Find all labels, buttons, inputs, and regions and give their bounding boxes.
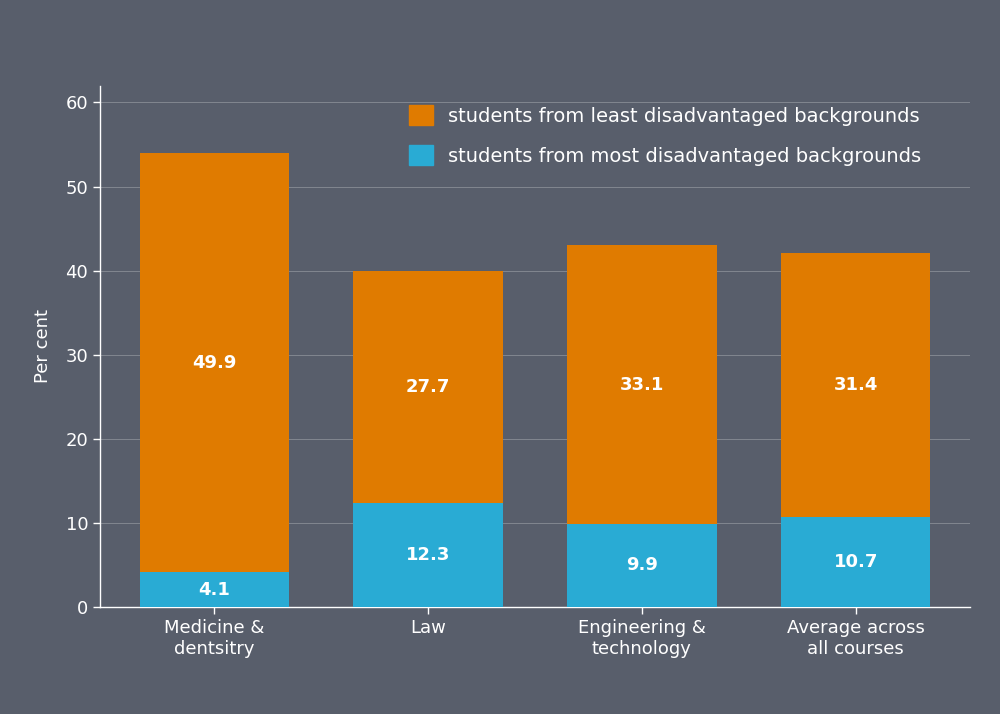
Bar [353,503,503,607]
Bar [353,271,503,503]
Bar [567,523,717,607]
Text: 12.3: 12.3 [406,546,450,564]
Text: 27.7: 27.7 [406,378,450,396]
Y-axis label: Per cent: Per cent [34,309,52,383]
Text: 49.9: 49.9 [192,353,237,372]
Bar [140,573,289,607]
Bar [781,517,930,607]
Bar [140,153,289,573]
Text: 9.9: 9.9 [626,556,658,574]
Text: 4.1: 4.1 [198,580,230,598]
Text: 10.7: 10.7 [833,553,878,571]
Text: 31.4: 31.4 [833,376,878,394]
Bar [567,246,717,523]
Text: 33.1: 33.1 [620,376,664,393]
Bar [781,253,930,517]
Legend: students from least disadvantaged backgrounds, students from most disadvantaged : students from least disadvantaged backgr… [400,96,931,176]
